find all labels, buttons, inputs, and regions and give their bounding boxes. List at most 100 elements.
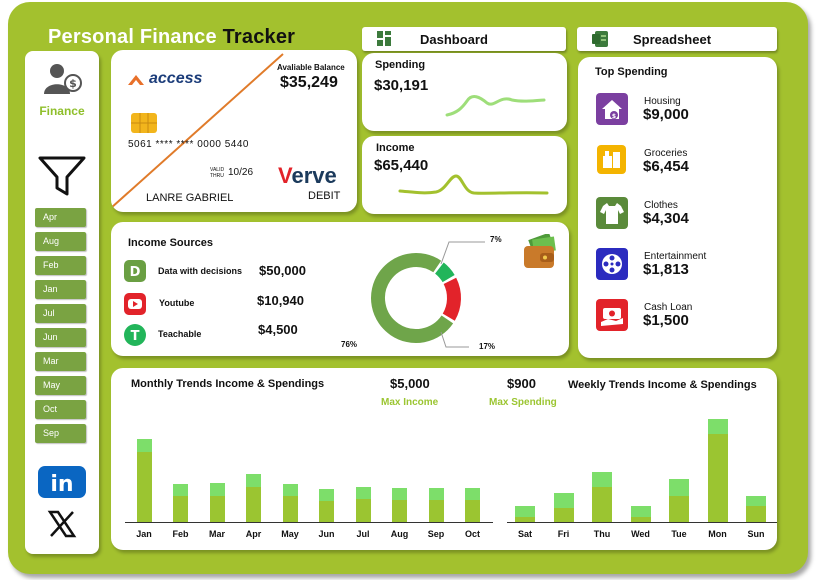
bar-tick-label: Jul (356, 529, 370, 539)
spending-bar (392, 487, 407, 500)
bank-card: access Avaliable Balance $35,249 5061 **… (111, 50, 357, 212)
month-filter-jan[interactable]: Jan (35, 280, 86, 299)
user-finance-icon[interactable]: $ (41, 61, 83, 97)
spreadsheet-button[interactable]: Spreadsheet (577, 27, 777, 51)
bar-tick-label: Sun (747, 529, 765, 539)
category-value: $1,500 (643, 312, 689, 329)
spending-bar (707, 418, 728, 435)
spending-category[interactable]: $ Housing $9,000 (596, 93, 766, 127)
dashboard-grid-icon (376, 30, 394, 48)
income-bar (209, 495, 225, 522)
bar-tick-label: Oct (464, 529, 480, 539)
bar-tick-label: May (281, 529, 299, 539)
spending-bar (355, 486, 371, 500)
max-spending-value: $900 (507, 376, 536, 391)
card-number: 5061 **** **** 0000 5440 (128, 139, 249, 150)
income-bar (553, 507, 574, 522)
bar-tick-label: Fri (557, 529, 570, 539)
x-icon[interactable] (47, 510, 77, 538)
bar-tick-label: Apr (245, 529, 262, 539)
card-diagonal-line (111, 53, 284, 209)
title-part1: Personal Finance (48, 26, 217, 48)
youtube-icon (124, 293, 146, 315)
verve-rest: erve (291, 163, 337, 188)
income-bar (515, 517, 535, 522)
income-sources-card: Income Sources D Data with decisions $50… (111, 222, 569, 356)
chip-icon (131, 113, 157, 133)
balance-label: Avaliable Balance (277, 63, 345, 72)
income-bar (630, 517, 651, 522)
donut-leader-line (440, 241, 485, 265)
category-name: Groceries (644, 148, 688, 159)
month-filter-apr[interactable]: Apr (35, 208, 86, 227)
svg-text:$: $ (612, 113, 616, 120)
dwd-icon: D (124, 260, 146, 282)
linkedin-icon[interactable]: in (38, 466, 86, 498)
donut-label-17: 17% (479, 342, 496, 351)
donut-segment-teachable (434, 262, 455, 283)
month-filter-oct[interactable]: Oct (35, 400, 86, 419)
dashboard-button[interactable]: Dashboard (362, 27, 566, 51)
income-source-name: Youtube (159, 298, 195, 308)
max-income-value: $5,000 (390, 376, 430, 391)
income-source-name: Data with decisions (158, 266, 243, 276)
income-bar (465, 500, 480, 522)
income-bar (746, 505, 766, 522)
income-bar (282, 496, 298, 522)
spending-bar (319, 488, 334, 501)
bar-tick-label: Tue (671, 529, 687, 539)
spending-category[interactable]: Cash Loan $1,500 (596, 299, 766, 333)
spending-bar (515, 505, 535, 518)
clothes-icon (596, 197, 628, 229)
category-name: Clothes (644, 200, 678, 211)
month-filter-jun[interactable]: Jun (35, 328, 86, 347)
bar-tick-label: Aug (390, 529, 409, 539)
top-spending-card: Top Spending $ Housing $9,000 Groceries … (578, 57, 777, 358)
month-filter-aug[interactable]: Aug (35, 232, 86, 251)
house-icon: $ (596, 93, 628, 125)
title-part2: Tracker (222, 26, 296, 48)
spending-card: Spending $30,191 (362, 53, 567, 131)
month-filter-mar[interactable]: Mar (35, 352, 86, 371)
spending-bar (465, 487, 480, 500)
weekly-trends-chart: Sat Fri Thu Wed Tue Mon Sun (501, 368, 777, 550)
chart-axis-line (507, 522, 777, 523)
income-bar (173, 496, 188, 522)
income-label: Income (376, 142, 415, 154)
bar-tick-label: Jun (318, 529, 335, 539)
month-filter-jul[interactable]: Jul (35, 304, 86, 323)
svg-text:$: $ (69, 77, 77, 90)
income-bar (319, 500, 334, 522)
month-filter-may[interactable]: May (35, 376, 86, 395)
monthly-trends-chart: Jan Feb Mar Apr May Jun Jul Aug Sep Oct (111, 368, 501, 550)
spending-category[interactable]: Entertainment $1,813 (596, 248, 766, 282)
month-filter-feb[interactable]: Feb (35, 256, 86, 275)
income-source-name: Teachable (158, 329, 202, 339)
spending-bar (136, 439, 152, 452)
donut-leader-line (440, 331, 469, 348)
filter-icon[interactable] (37, 155, 87, 197)
donut-segment-youtube (442, 277, 461, 321)
chart-axis-line (125, 522, 493, 523)
valid-label-1: VALID (210, 167, 225, 173)
balance-value: $35,249 (280, 74, 338, 91)
income-card: Income $65,440 (362, 136, 567, 214)
trends-card: Monthly Trends Income & Spendings $5,000… (111, 368, 777, 550)
teachable-icon: T (124, 324, 146, 346)
income-bar (136, 451, 152, 522)
spending-bar (553, 493, 574, 508)
spending-bar (630, 505, 651, 518)
spending-category[interactable]: Clothes $4,304 (596, 197, 766, 231)
bar-tick-label: Mar (208, 529, 225, 539)
category-value: $6,454 (643, 158, 689, 175)
monthly-trends-title: Monthly Trends Income & Spendings (131, 378, 325, 390)
svg-text:in: in (50, 472, 73, 497)
donut-label-76: 76% (341, 340, 358, 349)
sidebar: $ Finance Apr Aug Feb Jan Jul Jun Mar Ma… (25, 51, 99, 554)
spreadsheet-icon (591, 29, 611, 49)
top-spending-title: Top Spending (595, 66, 668, 78)
spending-category[interactable]: Groceries $6,454 (596, 145, 766, 179)
month-filter-sep[interactable]: Sep (35, 424, 86, 443)
income-bar (355, 499, 371, 522)
bar-tick-label: Sep (427, 529, 445, 539)
